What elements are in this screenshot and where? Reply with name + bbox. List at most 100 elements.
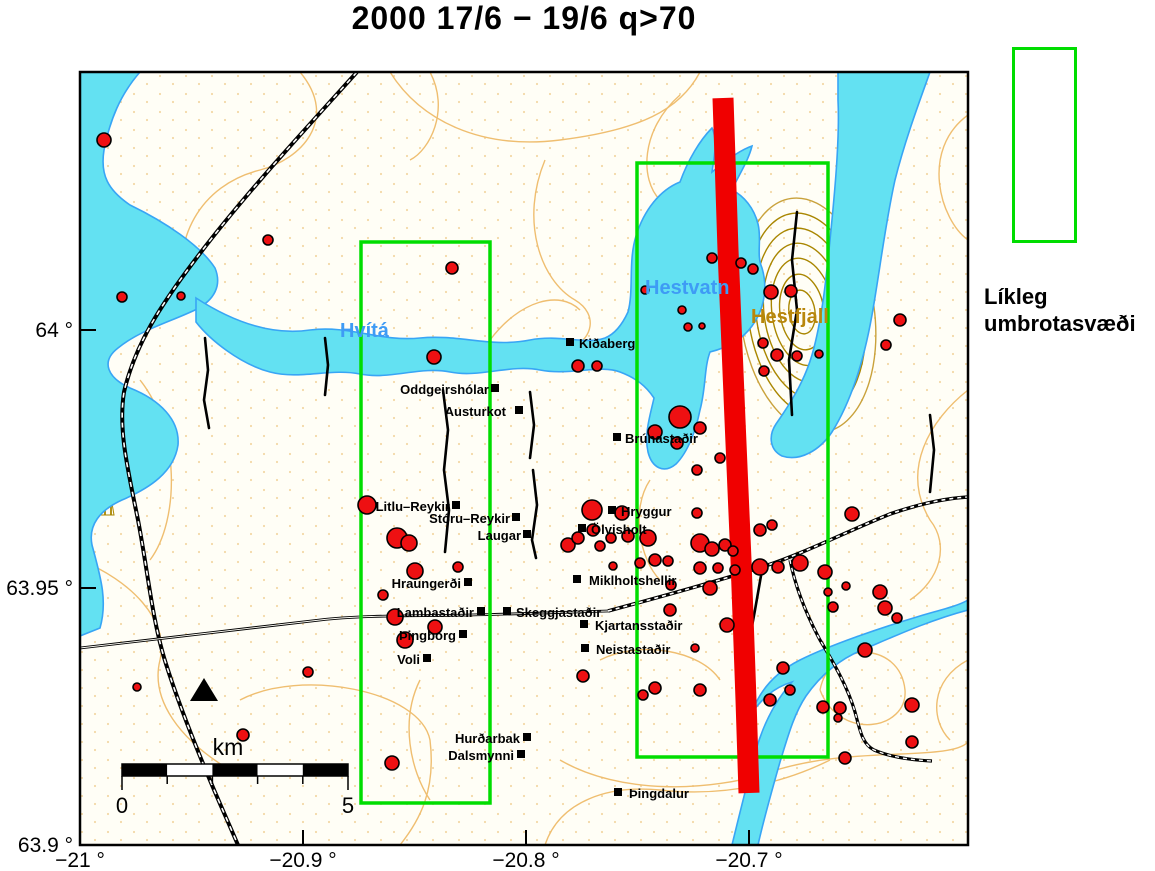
place-label: Neistastaðir <box>596 642 670 657</box>
earthquake-dot <box>586 523 600 537</box>
earthquake-dot <box>872 584 888 600</box>
earthquake-dot <box>560 537 576 553</box>
earthquake-dot <box>386 608 404 626</box>
earthquake-dot <box>396 631 414 649</box>
earthquake-dot <box>647 424 663 440</box>
earthquake-dot <box>704 541 720 557</box>
earthquake-dot <box>784 684 796 696</box>
earthquake-dot <box>427 619 443 635</box>
place-marker <box>512 513 520 521</box>
x-tick-label: −20.8 ° <box>492 849 559 871</box>
earthquake-dot <box>784 284 798 298</box>
road-northwest-dash <box>121 72 358 845</box>
earthquake-dot <box>838 751 852 765</box>
fault-line <box>441 388 451 554</box>
earthquake-dot <box>581 499 603 521</box>
earthquake-dot <box>712 562 724 574</box>
earthquake-dot <box>677 305 687 315</box>
earthquake-dot <box>406 562 424 580</box>
earthquake-dot <box>833 713 843 723</box>
place-label: Dalsmynni <box>448 748 514 763</box>
place-label: Hurðarbak <box>455 731 521 746</box>
x-tick-label: −20.7 ° <box>715 849 782 871</box>
earthquake-dot <box>827 601 839 613</box>
earthquake-dot <box>357 495 377 515</box>
earthquake-dot <box>400 534 418 552</box>
earthquake-dot <box>770 348 784 362</box>
earthquake-dot <box>377 589 389 601</box>
earthquake-dot <box>571 531 585 545</box>
earthquake-dot <box>891 612 903 624</box>
earthquake-dot <box>714 452 726 464</box>
earthquake-dot <box>833 701 847 715</box>
earthquake-dot <box>857 642 873 658</box>
earthquake-dot <box>893 313 907 327</box>
fault-line <box>787 210 799 417</box>
earthquake-dot <box>571 359 585 373</box>
earthquake-dot <box>236 728 250 742</box>
earthquake-dot <box>823 587 833 597</box>
map-title: 2000 17/6 − 19/6 q>70 <box>351 0 697 36</box>
earthquake-dot <box>729 564 741 576</box>
earthquake-dot <box>384 755 400 771</box>
earthquake-dot <box>753 523 767 537</box>
water-label: Hestvatn <box>645 277 729 299</box>
earthquake-dot <box>693 421 707 435</box>
earthquake-dot <box>718 538 732 552</box>
earthquake-dot <box>116 291 128 303</box>
rupture-line <box>712 97 760 794</box>
place-marker <box>491 384 499 392</box>
place-marker <box>573 575 581 583</box>
water-label: Hestfjall <box>751 306 829 328</box>
earthquake-dot <box>816 700 830 714</box>
earthquake-dot <box>735 257 747 269</box>
place-marker <box>566 338 574 346</box>
map-frame <box>78 70 970 847</box>
summit-triangle <box>190 678 218 701</box>
earthquake-dot <box>691 464 703 476</box>
earthquake-dot <box>648 553 662 567</box>
west-lakes <box>80 72 219 637</box>
earthquake-dot <box>683 322 693 332</box>
earthquake-dot <box>665 579 677 591</box>
earthquake-dot <box>791 554 809 572</box>
earthquake-dot <box>132 682 142 692</box>
earthquake-dot <box>96 132 112 148</box>
earthquake-dot <box>751 558 769 576</box>
place-label: Kjartansstaðir <box>595 618 682 633</box>
place-label: Lambastaðir <box>397 605 474 620</box>
earthquake-dot <box>776 661 790 675</box>
legend-study-area-box <box>1012 47 1077 243</box>
earthquake-dot <box>814 349 824 359</box>
place-label: Ölvisholt <box>591 522 647 537</box>
earthquake-dot <box>576 669 590 683</box>
earthquake-dot <box>727 545 739 557</box>
place-marker <box>503 607 511 615</box>
y-tick-label: 63.9 ° <box>18 834 73 857</box>
scale-start-label: 0 <box>116 793 128 818</box>
earthquake-dot <box>640 285 650 295</box>
place-label: Oddgeirshólar <box>400 382 489 397</box>
place-label: Brúnastaðir <box>625 431 698 446</box>
y-tick-label: 63.95 ° <box>6 577 73 600</box>
fault-line <box>528 390 536 460</box>
place-marker <box>523 530 531 538</box>
fault-line <box>530 468 539 560</box>
place-marker <box>464 578 472 586</box>
earthquake-dot <box>904 697 920 713</box>
earthquake-dot <box>880 339 892 351</box>
place-marker <box>578 524 586 532</box>
legend-label-line1: Líkleg <box>984 284 1048 309</box>
place-marker <box>515 406 523 414</box>
earthquake-dot <box>426 349 442 365</box>
earthquake-dot <box>639 529 657 547</box>
y-tick-label: 64 ° <box>35 319 73 342</box>
earthquake-dot <box>591 360 603 372</box>
place-marker <box>580 620 588 628</box>
terrain-layer: Kiðaberg Oddgeirshólar Austurkot Brúnastaði… <box>80 72 968 845</box>
place-marker <box>517 750 525 758</box>
place-marker <box>459 630 467 638</box>
earthquake-dot <box>634 557 646 569</box>
dotted-contours <box>80 72 968 845</box>
